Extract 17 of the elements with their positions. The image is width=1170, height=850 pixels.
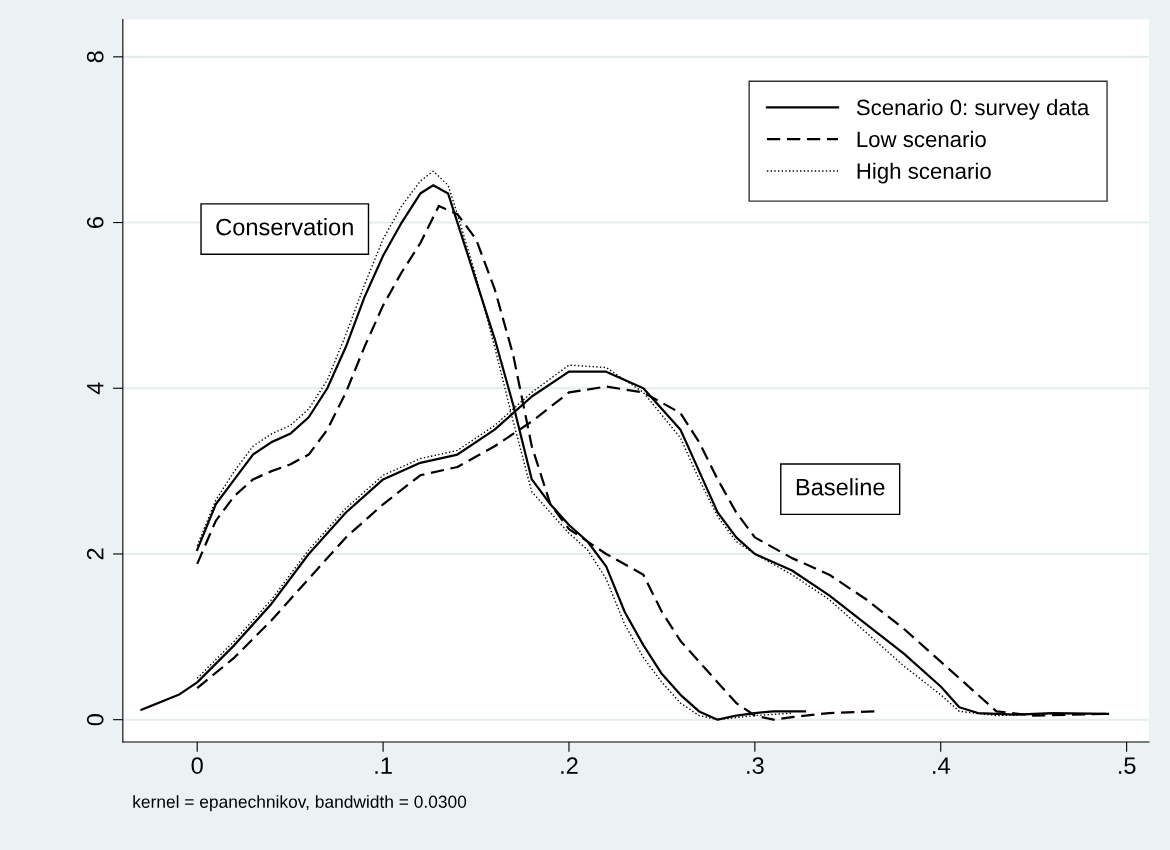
x-tick-label: .1: [375, 757, 392, 774]
y-tick-label: 4: [87, 382, 104, 395]
text: kernel = epanechnikov, bandwidth = 0.0300: [133, 795, 467, 812]
x-tick-label: 0: [191, 757, 203, 774]
y-tick-label: 6: [86, 217, 104, 228]
legend-label: Low scenario: [857, 130, 986, 148]
annotation: Conservation: [216, 218, 353, 236]
annotation: Baseline: [796, 478, 885, 496]
x-tick-label: .5: [1118, 757, 1136, 774]
legend-label: High scenario: [857, 162, 991, 184]
x-tick-label: .4: [933, 757, 950, 774]
x-tick-label: .2: [561, 757, 578, 774]
y-tick-label: 2: [86, 548, 104, 560]
y-tick-label: 0: [86, 714, 104, 726]
x-tick-label: .3: [747, 757, 764, 774]
y-tick-label: 8: [86, 51, 104, 63]
legend-label: Scenario 0: survey data: [856, 99, 1090, 120]
